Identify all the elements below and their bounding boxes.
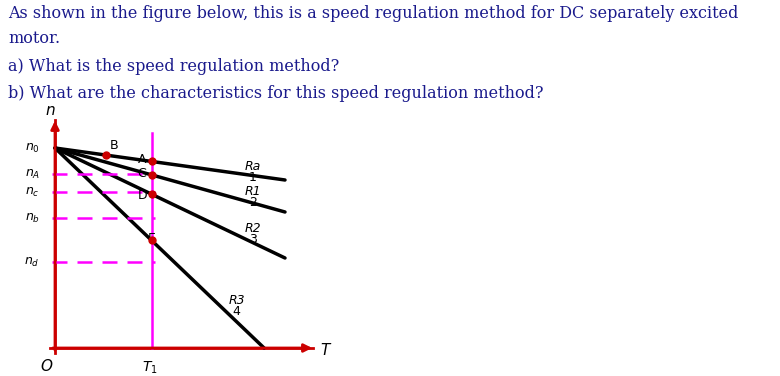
Text: $T_1$: $T_1$	[142, 360, 158, 376]
Text: $n_0$: $n_0$	[25, 141, 40, 155]
Text: $T$: $T$	[320, 342, 332, 358]
Text: R1: R1	[245, 185, 261, 198]
Text: $n_b$: $n_b$	[25, 211, 40, 224]
Text: $n$: $n$	[44, 103, 55, 118]
Text: motor.: motor.	[8, 30, 60, 47]
Text: C: C	[137, 167, 147, 180]
Text: B: B	[110, 138, 119, 152]
Text: D: D	[137, 189, 147, 202]
Text: R3: R3	[229, 294, 245, 307]
Text: A: A	[137, 153, 146, 166]
Text: b) What are the characteristics for this speed regulation method?: b) What are the characteristics for this…	[8, 85, 544, 102]
Text: 3: 3	[249, 233, 257, 246]
Text: $n_A$: $n_A$	[25, 167, 40, 180]
Text: 4: 4	[232, 305, 240, 318]
Text: $n_d$: $n_d$	[24, 255, 40, 268]
Text: 2: 2	[249, 196, 257, 209]
Text: $O$: $O$	[41, 358, 54, 374]
Text: As shown in the figure below, this is a speed regulation method for DC separatel: As shown in the figure below, this is a …	[8, 5, 739, 22]
Text: 1: 1	[249, 171, 257, 183]
Text: R2: R2	[245, 222, 261, 235]
Text: a) What is the speed regulation method?: a) What is the speed regulation method?	[8, 58, 339, 75]
Text: $n_c$: $n_c$	[26, 185, 40, 199]
Text: Ra: Ra	[245, 159, 261, 173]
Text: E: E	[147, 232, 155, 245]
